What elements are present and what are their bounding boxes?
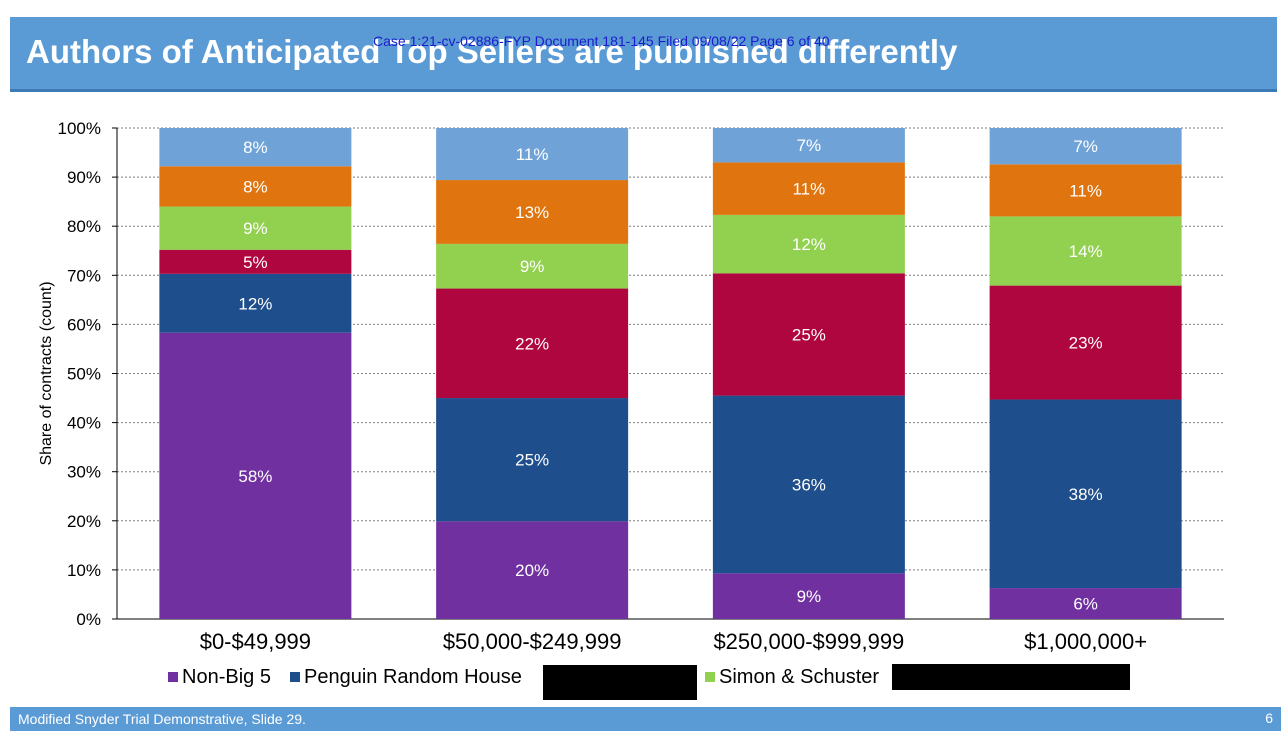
data-label: 9% [520, 257, 545, 276]
x-tick-label: $1,000,000+ [1024, 629, 1147, 654]
data-label: 25% [792, 325, 826, 344]
data-label: 38% [1069, 485, 1103, 504]
bar-segment [712, 214, 905, 274]
data-label: 5% [243, 253, 268, 272]
data-label: 8% [243, 177, 268, 196]
bar-segment [159, 273, 352, 333]
slide-title: Authors of Anticipated Top Sellers are p… [26, 33, 958, 70]
legend-item-prh: Penguin Random House [290, 664, 522, 690]
bar-segment [989, 164, 1182, 217]
data-label: 6% [1073, 595, 1098, 614]
legend-redaction-2 [892, 664, 1130, 690]
bar-segment [712, 573, 905, 619]
data-label: 11% [1069, 181, 1102, 200]
data-label: 12% [792, 235, 826, 254]
legend-item-simon-schuster: Simon & Schuster [705, 664, 879, 690]
case-header: Case 1:21-cv-02886-FYP Document 181-145 … [373, 33, 830, 49]
x-tick-label: $50,000-$249,999 [443, 629, 622, 654]
bar-segment [159, 206, 352, 250]
legend-item-non-big5: Non-Big 5 [168, 664, 271, 690]
y-tick-label: 40% [67, 414, 101, 433]
bar-segment [712, 273, 905, 396]
data-label: 12% [238, 294, 272, 313]
bar-segment [436, 243, 629, 289]
data-label: 11% [792, 180, 825, 199]
bar-segment [159, 166, 352, 207]
data-label: 7% [797, 136, 822, 155]
title-bar: Authors of Anticipated Top Sellers are p… [10, 17, 1277, 92]
y-tick-label: 0% [76, 610, 101, 629]
data-label: 13% [515, 203, 549, 222]
legend-redaction-1 [543, 665, 697, 700]
y-tick-label: 20% [67, 512, 101, 531]
bar-segment [989, 399, 1182, 589]
bar-segment [436, 128, 629, 181]
legend-swatch-prh [290, 672, 300, 682]
y-tick-label: 90% [67, 168, 101, 187]
data-label: 9% [797, 587, 822, 606]
legend-swatch-non-big5 [168, 672, 178, 682]
data-label: 7% [1073, 137, 1098, 156]
bar-segment [989, 588, 1182, 619]
bar-segment [989, 285, 1182, 400]
y-tick-label: 100% [58, 119, 101, 138]
bar-segment [712, 128, 905, 163]
legend-label-simon-schuster: Simon & Schuster [719, 665, 880, 688]
data-label: 8% [243, 138, 268, 157]
y-tick-label: 80% [67, 217, 101, 236]
page-number: 6 [1265, 710, 1273, 726]
legend-swatch-simon-schuster [705, 672, 715, 682]
y-tick-label: 70% [67, 266, 101, 285]
y-axis-label: Share of contracts (count) [38, 281, 55, 465]
y-tick-label: 10% [67, 561, 101, 580]
data-label: 25% [515, 451, 549, 470]
bar-segment [159, 332, 352, 619]
footer-text: Modified Snyder Trial Demonstrative, Sli… [18, 711, 306, 727]
bar-segment [712, 162, 905, 215]
data-label: 9% [243, 219, 268, 238]
bar-segment [436, 521, 629, 619]
chart-legend: Non-Big 5 Penguin Random House Simon & S… [0, 664, 1288, 704]
bar-segment [436, 288, 629, 399]
bar-segment [159, 249, 352, 274]
legend-label-prh: Penguin Random House [304, 665, 522, 688]
bar-segment [436, 180, 629, 244]
data-label: 14% [1069, 242, 1103, 261]
bar-segment [436, 398, 629, 522]
bar-segment [159, 128, 352, 167]
bar-segment [712, 395, 905, 574]
x-tick-label: $250,000-$999,999 [713, 629, 904, 654]
data-label: 36% [792, 475, 826, 494]
y-tick-label: 50% [67, 365, 101, 384]
bar-segment [989, 128, 1182, 165]
data-label: 11% [516, 145, 549, 164]
stacked-bar-chart: 0% 10% 20% 30% 40% 50% 60% 70% 80% 90% 100% Share o… [38, 119, 1224, 654]
data-label: 23% [1069, 334, 1103, 353]
data-label: 58% [238, 467, 272, 486]
data-label: 20% [515, 561, 549, 580]
y-tick-label: 30% [67, 463, 101, 482]
legend-label-non-big5: Non-Big 5 [182, 665, 271, 688]
footer-bar: Modified Snyder Trial Demonstrative, Sli… [10, 707, 1281, 731]
y-tick-label: 60% [67, 315, 101, 334]
x-tick-label: $0-$49,999 [200, 629, 311, 654]
bar-segment [989, 216, 1182, 286]
data-label: 22% [515, 334, 549, 353]
